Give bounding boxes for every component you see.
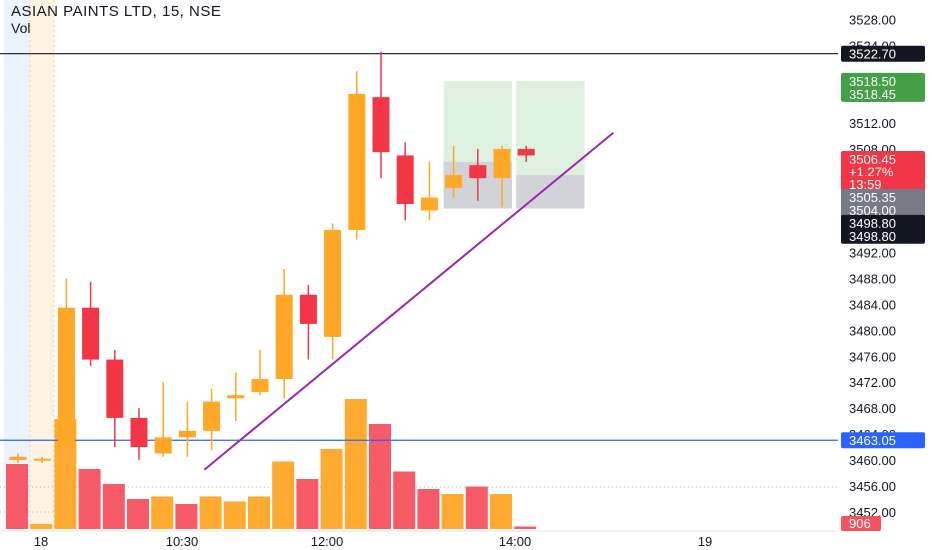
session-shade-blue — [4, 0, 30, 529]
candle-body — [251, 379, 269, 392]
volume-bar — [490, 494, 512, 529]
price-tag — [841, 227, 925, 244]
volume-bar — [296, 479, 319, 529]
price-tag — [841, 432, 925, 449]
price-tag — [841, 175, 925, 192]
symbol-title[interactable]: ASIAN PAINTS LTD, 15, NSE — [11, 3, 222, 20]
price-tag-label: +1.27% — [849, 165, 894, 180]
price-tag-label: 3506.45 — [849, 152, 896, 167]
volume-bar — [344, 399, 367, 529]
candle-body — [324, 229, 342, 337]
volume-bar — [223, 501, 246, 529]
candle-body — [372, 97, 390, 153]
price-tick-label: 3492.00 — [849, 246, 896, 261]
volume-bar — [78, 469, 101, 529]
candle-body — [82, 307, 100, 360]
time-tick-label: 14:00 — [499, 534, 532, 549]
candle-body — [154, 437, 172, 454]
price-tag — [841, 163, 925, 180]
candle-body — [517, 148, 535, 156]
volume-bar — [320, 449, 343, 529]
volume-bar — [199, 496, 222, 529]
price-tick-label: 3468.00 — [849, 401, 896, 416]
volume-bar — [514, 526, 537, 529]
price-tag-label: 3518.50 — [849, 74, 896, 89]
volume-bar — [417, 489, 440, 529]
volume-bar — [393, 471, 416, 529]
candle-body — [348, 93, 366, 230]
price-tag-label: 3498.80 — [849, 229, 896, 244]
candle-body — [33, 458, 51, 461]
long-position-target-zone — [516, 80, 585, 175]
volume-bar — [102, 484, 125, 529]
candle-body — [106, 359, 124, 418]
volume-bar — [369, 424, 391, 529]
volume-bar — [151, 496, 174, 529]
price-tag — [841, 188, 925, 205]
price-tag — [841, 151, 925, 168]
price-tag — [841, 72, 925, 89]
price-tick-label: 3476.00 — [849, 349, 896, 364]
price-tag-label: 3518.45 — [849, 87, 896, 102]
time-tick-label: 12:00 — [311, 534, 344, 549]
volume-tag — [841, 516, 881, 531]
candle-body — [227, 395, 245, 399]
volume-bar — [127, 499, 149, 529]
time-tick-label: 10:30 — [166, 534, 199, 549]
candle-body — [57, 307, 75, 448]
time-tick-label: 18 — [34, 534, 48, 549]
volume-bar — [6, 464, 28, 529]
price-tick-label: 3528.00 — [849, 12, 896, 27]
price-tick-label: 3456.00 — [849, 479, 896, 494]
candle-body — [9, 456, 27, 460]
candle-body — [469, 165, 487, 179]
trend-line — [203, 131, 614, 471]
candle-body — [130, 417, 148, 448]
price-tag-label: 3522.70 — [849, 47, 896, 62]
volume-bar — [272, 461, 295, 529]
volume-bar — [175, 504, 198, 529]
chart-legend: ASIAN PAINTS LTD, 15, NSE Vol — [11, 3, 222, 37]
price-tick-label: 3480.00 — [849, 323, 896, 338]
price-tag — [841, 201, 925, 218]
candle-body — [178, 430, 196, 438]
candle-body — [275, 294, 293, 379]
volume-bar — [248, 496, 270, 529]
candle-body — [445, 174, 463, 188]
price-tick-label: 3512.00 — [849, 116, 896, 131]
time-tick-label: 19 — [698, 534, 712, 549]
volume-tag-label: 906 — [849, 516, 871, 531]
price-tag-label: 13:59 — [849, 177, 882, 192]
price-tag — [841, 85, 925, 102]
candle-body — [396, 155, 414, 205]
volume-bar — [441, 494, 464, 529]
price-tag-label: 3498.80 — [849, 216, 896, 231]
price-tick-label: 3472.00 — [849, 375, 896, 390]
candle-body — [299, 294, 317, 324]
price-tag-label: 3504.00 — [849, 203, 896, 218]
price-tag-label: 3463.05 — [849, 433, 896, 448]
price-tag — [841, 214, 925, 231]
volume-label[interactable]: Vol — [11, 20, 31, 36]
candle-body — [203, 401, 221, 431]
price-tag-label: 3505.35 — [849, 190, 896, 205]
candle-body — [420, 197, 438, 211]
volume-bar — [30, 524, 53, 529]
price-tick-label: 3460.00 — [849, 453, 896, 468]
price-tag — [841, 45, 925, 62]
price-tick-label: 3488.00 — [849, 272, 896, 287]
session-shade-orange — [30, 0, 54, 529]
price-tick-label: 3484.00 — [849, 297, 896, 312]
candle-body — [493, 148, 511, 179]
long-position-target-zone — [443, 80, 512, 162]
volume-bar — [465, 486, 488, 529]
